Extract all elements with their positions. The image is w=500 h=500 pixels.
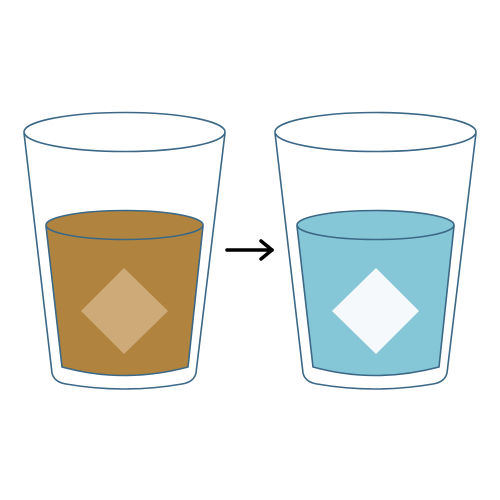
- right-glass: [274, 111, 477, 390]
- right-ice-cube: [332, 268, 419, 354]
- right-liquid-surface: [296, 209, 455, 241]
- left-ice-cube: [81, 268, 168, 354]
- transform-arrow: [225, 239, 274, 261]
- left-glass-rim: [23, 111, 226, 153]
- right-glass-rim: [274, 111, 477, 153]
- left-liquid-surface: [45, 209, 204, 241]
- arrow-head: [259, 239, 274, 261]
- left-glass-body: [23, 132, 226, 390]
- right-glass-body: [274, 132, 477, 390]
- left-glass: [23, 111, 226, 390]
